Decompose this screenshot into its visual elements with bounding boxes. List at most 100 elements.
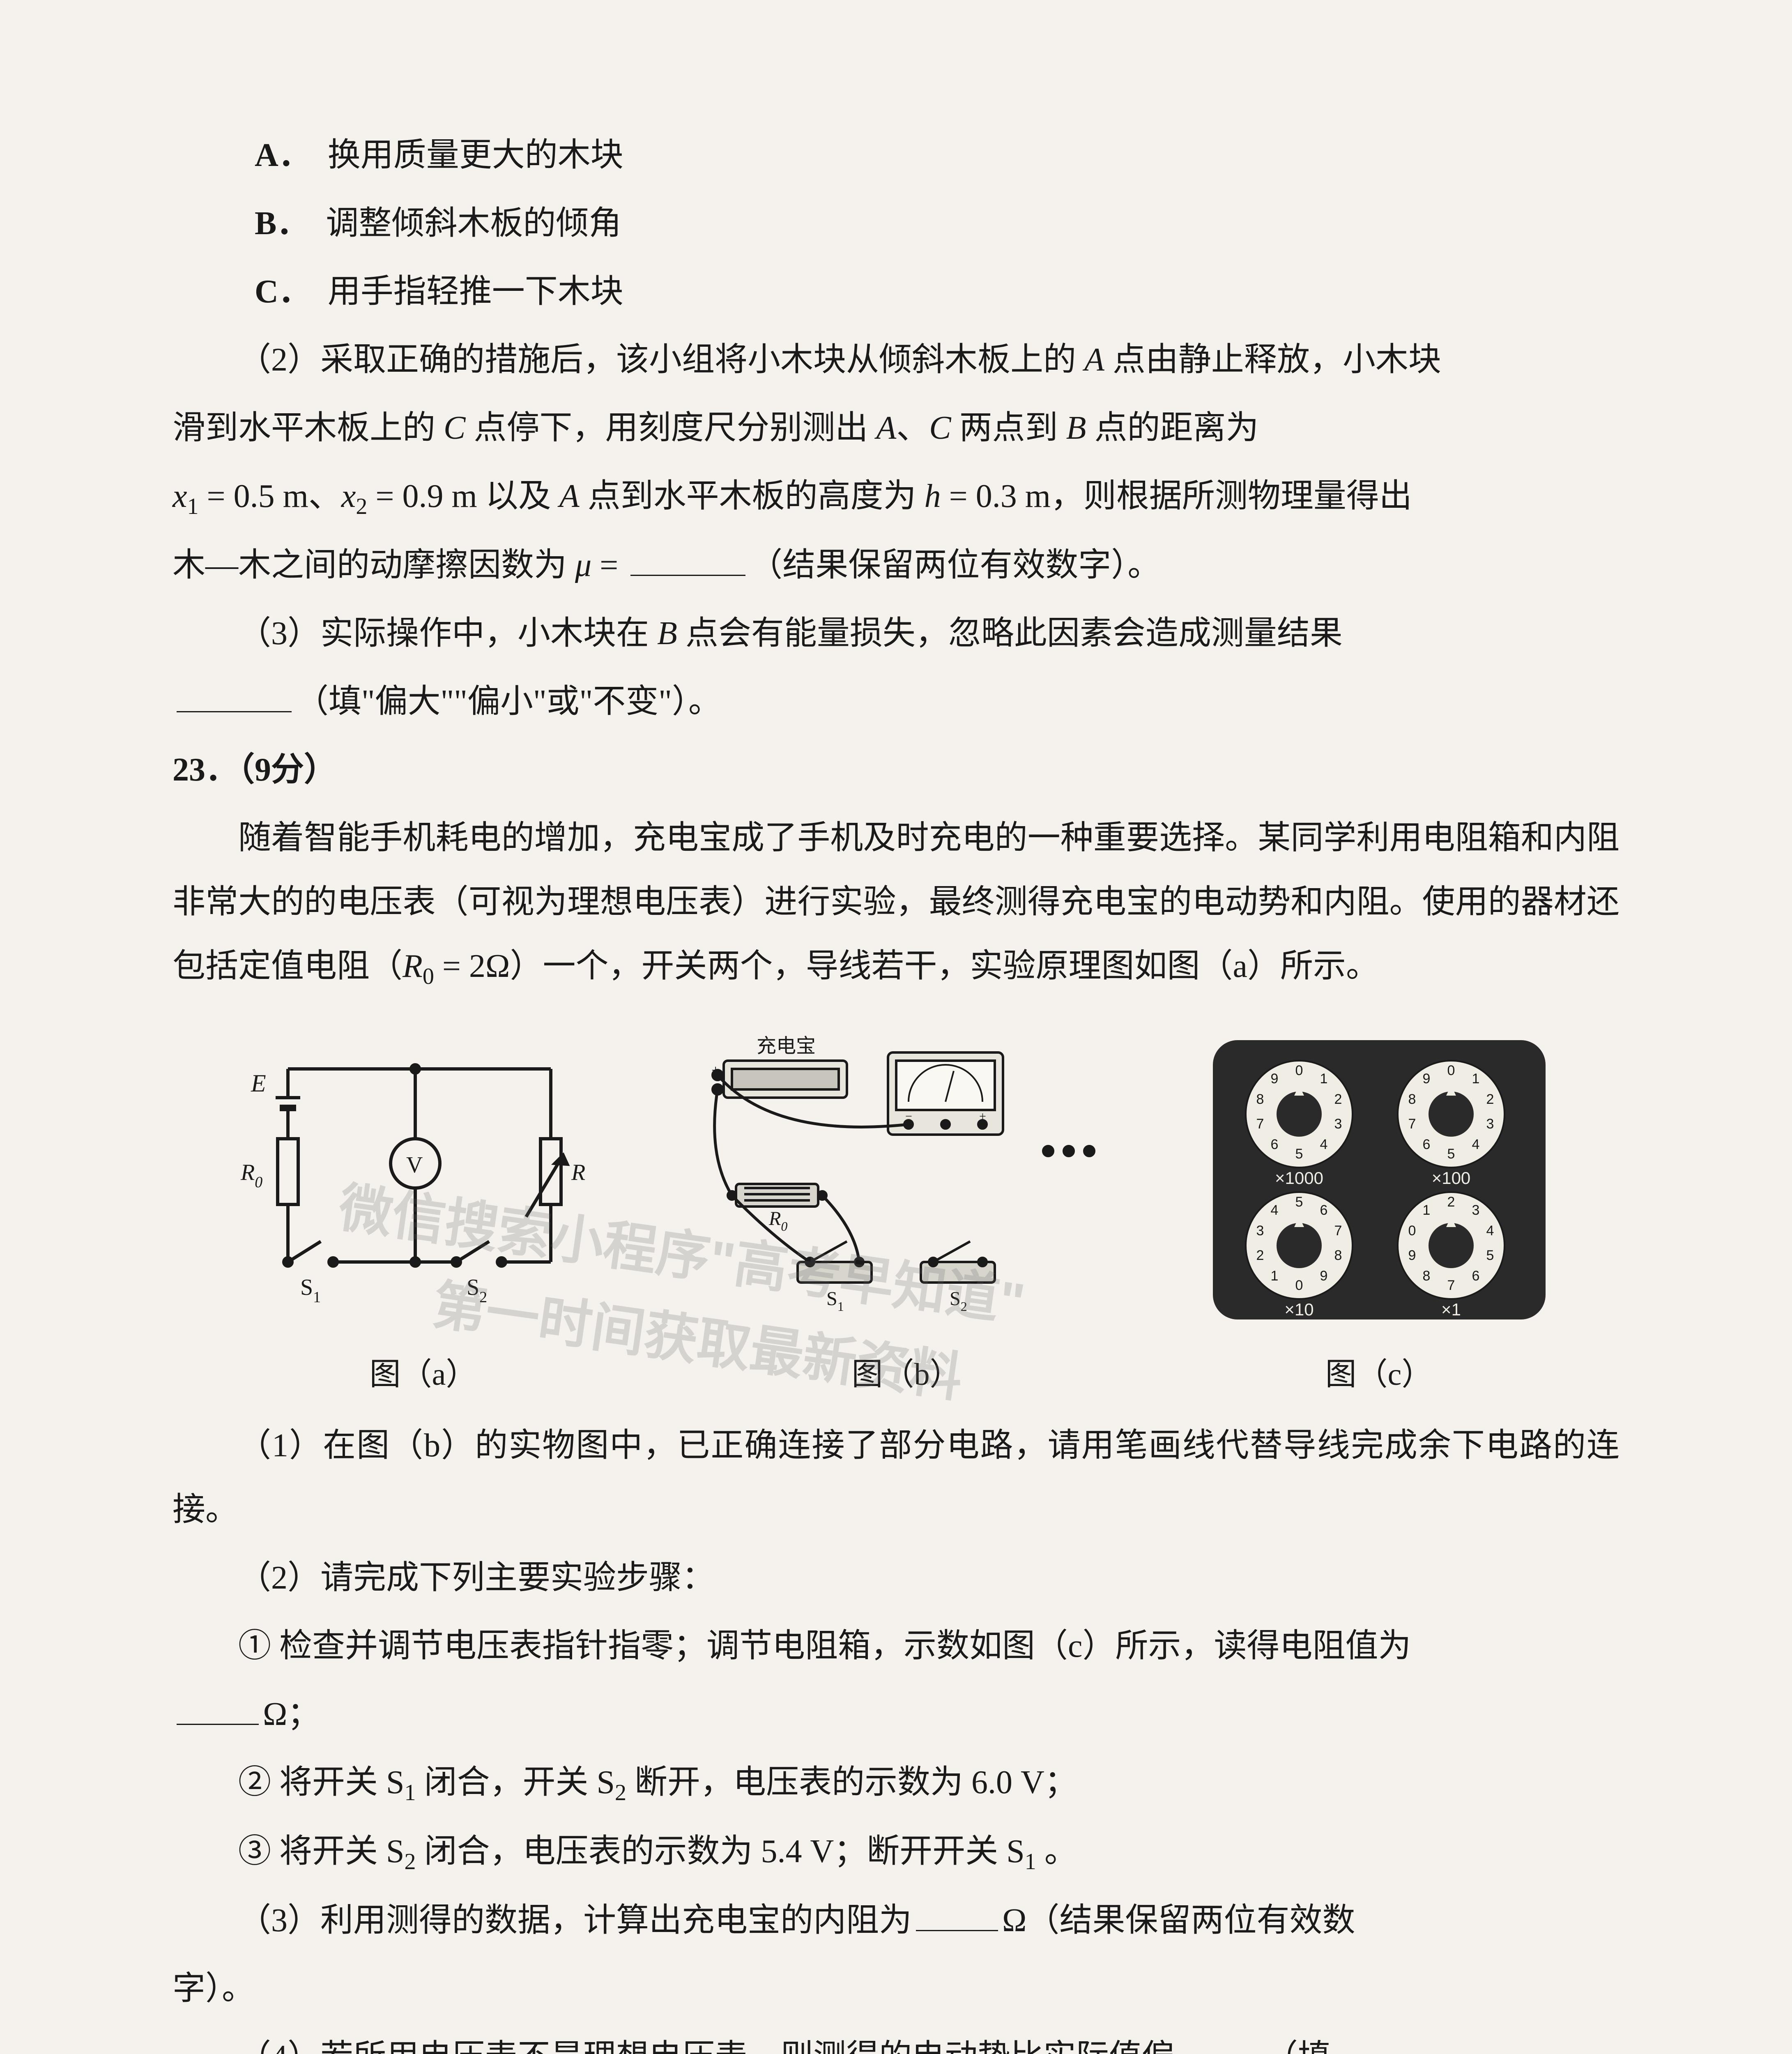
q23-part1: （1）在图（b）的实物图中，已正确连接了部分电路，请用笔画线代替导线完成余下电路… (173, 1414, 1619, 1542)
svg-text:0: 0 (1447, 1063, 1455, 1078)
q22-part2: （2）采取正确的措施后，该小组将小木块从倾斜木板上的 A 点由静止释放，小木块 (173, 328, 1619, 392)
text: 、 (896, 410, 929, 446)
svg-text:×10: ×10 (1284, 1300, 1314, 1319)
s2s: 2 (615, 1780, 626, 1805)
text: ① 检查并调节电压表指针指零；调节电阻箱，示数如图（c）所示，读得电阻值为 (238, 1628, 1411, 1664)
blank-mu (630, 543, 745, 576)
svg-text:R: R (571, 1160, 585, 1185)
text: （3）实际操作中，小木块在 (238, 615, 657, 652)
svg-text:3: 3 (1486, 1116, 1494, 1132)
option-c: C．用手指轻推一下木块 (173, 260, 1619, 324)
blank-bias2 (1179, 2035, 1261, 2054)
text: 点停下，用刻度尺分别测出 (465, 410, 876, 446)
svg-text:充电宝: 充电宝 (757, 1035, 816, 1057)
text: 点由静止释放，小木块 (1104, 342, 1441, 378)
text: 两点到 (951, 410, 1066, 446)
svg-text:2: 2 (1334, 1091, 1342, 1107)
svg-text:0: 0 (1408, 1223, 1416, 1239)
svg-text:5: 5 (1295, 1194, 1303, 1210)
text: 滑到水平木板上的 (173, 410, 444, 446)
option-a-letter: A． (255, 137, 311, 173)
q22-part3: （3）实际操作中，小木块在 B 点会有能量损失，忽略此因素会造成测量结果 (173, 601, 1619, 665)
svg-text:9: 9 (1320, 1268, 1327, 1284)
svg-text:S1: S1 (300, 1275, 321, 1306)
s1s: 1 (405, 1780, 416, 1805)
svg-text:4: 4 (1486, 1223, 1494, 1239)
text: 闭合，电压表的示数为 5.4 V；断开开关 (416, 1833, 1007, 1870)
fig-a-label: 图（a） (370, 1344, 477, 1405)
x2-label: x (341, 478, 356, 514)
text: （填 (1265, 2039, 1331, 2054)
r0-sub: 0 (423, 964, 434, 989)
x2-val: = 0.9 m 以及 (367, 478, 559, 514)
text: 点会有能量损失，忽略此因素会造成测量结果 (677, 615, 1343, 652)
text: 闭合，开关 (416, 1764, 597, 1801)
text: ② 将开关 (238, 1764, 386, 1801)
svg-text:2: 2 (1486, 1091, 1494, 1107)
fig-b-label: 图（b） (852, 1344, 961, 1405)
svg-text:7: 7 (1408, 1116, 1416, 1132)
q22-part3-l2: （填"偏大""偏小"或"不变"）。 (173, 670, 1619, 734)
q23-part3-l2: 字）。 (173, 1957, 1619, 2021)
q23-part4: （4）若所用电压表不是理想电压表，则测得的电动势比实际值偏（填 (173, 2025, 1619, 2054)
text: Ω（结果保留两位有效数 (1002, 1902, 1355, 1939)
svg-text:E: E (251, 1070, 266, 1097)
text: （2）采取正确的措施后，该小组将小木块从倾斜木板上的 (238, 342, 1084, 378)
svg-text:3: 3 (1472, 1202, 1479, 1218)
q23-step1: ① 检查并调节电压表指针指零；调节电阻箱，示数如图（c）所示，读得电阻值为 (173, 1614, 1619, 1678)
circuit-diagram: E R0 S1 V (239, 1032, 608, 1328)
q23-step1-blank: Ω； (173, 1682, 1619, 1746)
svg-text:8: 8 (1334, 1248, 1342, 1263)
text: （填"偏大""偏小"或"不变"）。 (296, 684, 721, 720)
s2: S (597, 1764, 615, 1801)
blank-bias (177, 679, 292, 712)
point-c: C (444, 410, 465, 446)
svg-text:7: 7 (1256, 1116, 1264, 1132)
svg-text:9: 9 (1422, 1071, 1430, 1087)
figure-c: 0123456789 ×1000 0123456789 ×100 (1205, 1032, 1554, 1405)
q22-part2-l3: x1 = 0.5 m、x2 = 0.9 m 以及 A 点到水平木板的高度为 h … (173, 464, 1619, 529)
svg-text:×1: ×1 (1441, 1300, 1461, 1319)
svg-text:1: 1 (1472, 1071, 1479, 1087)
svg-text:0: 0 (1295, 1278, 1303, 1293)
svg-text:1: 1 (1270, 1268, 1278, 1284)
svg-text:V: V (406, 1152, 423, 1178)
text: （结果保留两位有效数字）。 (750, 547, 1160, 583)
svg-text:2: 2 (1256, 1248, 1264, 1263)
svg-text:8: 8 (1422, 1268, 1430, 1284)
svg-text:0: 0 (1295, 1063, 1303, 1078)
svg-text:7: 7 (1334, 1223, 1342, 1239)
h-val: = 0.3 m，则根据所测物理量得出 (941, 478, 1412, 514)
svg-text:3: 3 (1256, 1223, 1264, 1239)
s2sb: 2 (405, 1849, 416, 1874)
figures-row: E R 0 S1 V (173, 1032, 1619, 1405)
svg-text:5: 5 (1486, 1248, 1494, 1263)
q23-number: 23．（9分） (173, 738, 1619, 802)
svg-text:4: 4 (1320, 1137, 1327, 1152)
figure-b: + − 充电宝 − + (691, 1032, 1122, 1405)
mu: μ (575, 547, 591, 583)
svg-text:4: 4 (1472, 1137, 1479, 1152)
s1: S (386, 1764, 405, 1801)
text: Ω； (263, 1696, 320, 1732)
r0-val: = 2Ω (434, 948, 510, 984)
svg-text:S2: S2 (950, 1288, 967, 1314)
sep: 、 (308, 478, 341, 514)
q23-num: 23．（9分） (173, 752, 337, 788)
point-c2: C (929, 410, 951, 446)
x1-val: = 0.5 m (199, 478, 308, 514)
text: ③ 将开关 (238, 1833, 386, 1870)
q23-step3: ③ 将开关 S2 闭合，电压表的示数为 5.4 V；断开开关 S1 。 (173, 1819, 1619, 1884)
svg-text:×100: ×100 (1431, 1168, 1470, 1188)
svg-text:5: 5 (1447, 1146, 1455, 1162)
point-b: B (1066, 410, 1086, 446)
s1sb: 1 (1025, 1849, 1036, 1874)
svg-text:−: − (905, 1110, 912, 1123)
s2b: S (386, 1833, 405, 1870)
q23-part2-header: （2）请完成下列主要实验步骤： (173, 1546, 1619, 1610)
figure-a: E R0 S1 V (239, 1032, 608, 1405)
fig-c-label: 图（c） (1325, 1344, 1433, 1405)
h-label: h (925, 478, 941, 514)
svg-text:5: 5 (1295, 1146, 1303, 1162)
option-c-text: 用手指轻推一下木块 (328, 274, 623, 310)
